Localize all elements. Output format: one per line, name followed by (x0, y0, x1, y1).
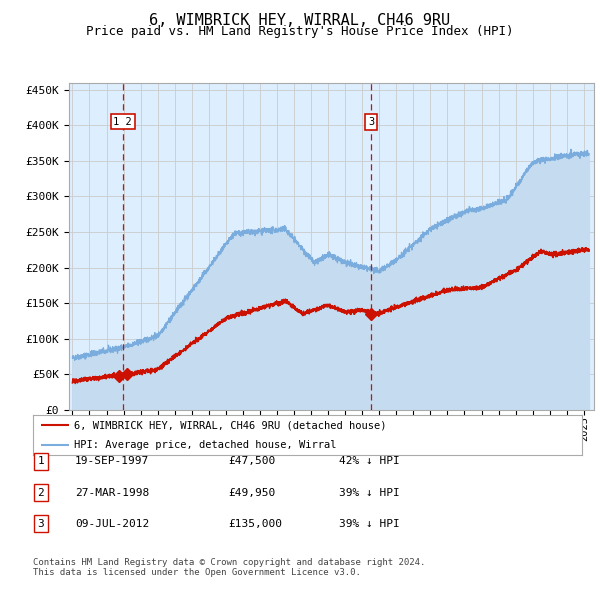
Text: 2: 2 (37, 488, 44, 497)
Text: 1: 1 (37, 457, 44, 466)
Text: £47,500: £47,500 (228, 457, 275, 466)
Text: 42% ↓ HPI: 42% ↓ HPI (339, 457, 400, 466)
Text: 6, WIMBRICK HEY, WIRRAL, CH46 9RU (detached house): 6, WIMBRICK HEY, WIRRAL, CH46 9RU (detac… (74, 421, 386, 430)
Text: 3: 3 (37, 519, 44, 529)
Text: £135,000: £135,000 (228, 519, 282, 529)
Text: 39% ↓ HPI: 39% ↓ HPI (339, 488, 400, 497)
Text: 3: 3 (368, 117, 374, 127)
Text: 09-JUL-2012: 09-JUL-2012 (75, 519, 149, 529)
Text: HPI: Average price, detached house, Wirral: HPI: Average price, detached house, Wirr… (74, 441, 337, 450)
Text: 1 2: 1 2 (113, 117, 132, 127)
Text: £49,950: £49,950 (228, 488, 275, 497)
Text: 27-MAR-1998: 27-MAR-1998 (75, 488, 149, 497)
Text: Price paid vs. HM Land Registry's House Price Index (HPI): Price paid vs. HM Land Registry's House … (86, 25, 514, 38)
Text: 6, WIMBRICK HEY, WIRRAL, CH46 9RU: 6, WIMBRICK HEY, WIRRAL, CH46 9RU (149, 13, 451, 28)
Text: 19-SEP-1997: 19-SEP-1997 (75, 457, 149, 466)
Text: Contains HM Land Registry data © Crown copyright and database right 2024.
This d: Contains HM Land Registry data © Crown c… (33, 558, 425, 577)
Text: 39% ↓ HPI: 39% ↓ HPI (339, 519, 400, 529)
